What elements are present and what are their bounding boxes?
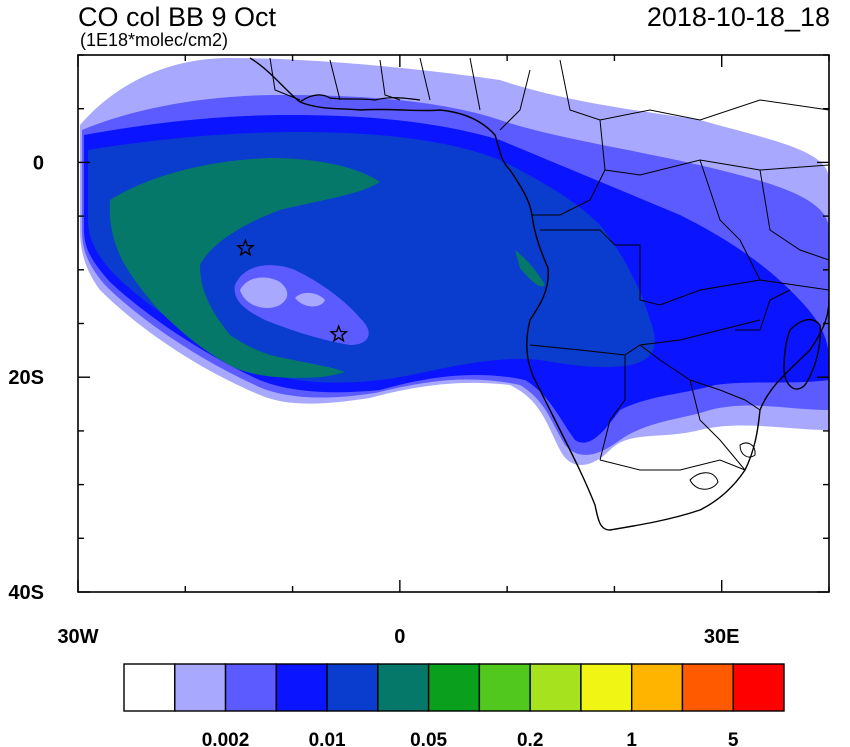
- colorbar-labels: 0.002 0.01 0.05 0.2 1 5: [202, 730, 739, 747]
- plot-title: CO col BB 9 Oct: [78, 2, 277, 32]
- x-tick-label: 30E: [704, 626, 740, 648]
- colorbar-swatch: [427, 663, 481, 712]
- x-tick-label: 0: [394, 626, 405, 648]
- plot-timestamp: 2018-10-18_18: [647, 2, 830, 32]
- gulf-of-guinea-coast: [299, 94, 421, 103]
- colorbar-swatch: [732, 663, 785, 712]
- colorbar-swatch: [123, 663, 176, 712]
- y-axis: 0 20S 40S: [8, 54, 829, 604]
- africa-coastline: [249, 57, 829, 531]
- plot-units: (1E18*molec/cm2): [80, 30, 228, 50]
- x-tick-label: 30W: [57, 626, 98, 648]
- co-clean-pocket-inner: [240, 277, 288, 309]
- y-tick-label: 0: [33, 152, 44, 174]
- colorbar-label: 0.05: [410, 730, 447, 747]
- country-borders: [269, 57, 829, 490]
- colorbar-label: 5: [728, 730, 739, 747]
- madagascar: [783, 318, 822, 390]
- colorbar-swatch: [529, 663, 582, 712]
- colorbar-label: 0.01: [309, 730, 346, 747]
- co-level-teal-plume: [150, 295, 345, 378]
- x-axis: 30W 0 30E: [57, 55, 830, 648]
- colorbar-swatch: [478, 663, 531, 712]
- colorbar-swatch: [630, 663, 684, 712]
- colorbar-swatch: [275, 663, 328, 712]
- colorbar-swatch: [580, 663, 633, 712]
- star-marker-ascension: [235, 238, 255, 257]
- colorbar-swatch: [377, 663, 430, 712]
- colorbar: [123, 663, 785, 712]
- y-tick-label: 20S: [8, 367, 44, 389]
- colorbar-swatch: [224, 663, 278, 712]
- co-clean-pocket-small: [295, 292, 325, 307]
- colorbar-swatch: [326, 663, 379, 712]
- y-tick-label: 40S: [8, 582, 44, 604]
- co-level-teal-coast: [515, 250, 545, 287]
- colorbar-swatch: [174, 663, 227, 712]
- colorbar-label: 0.2: [517, 730, 543, 747]
- colorbar-swatch: [681, 663, 734, 712]
- star-marker-st-helena: [329, 324, 349, 343]
- map-area: [80, 57, 829, 531]
- colorbar-label: 1: [626, 730, 637, 747]
- colorbar-label: 0.002: [202, 730, 250, 747]
